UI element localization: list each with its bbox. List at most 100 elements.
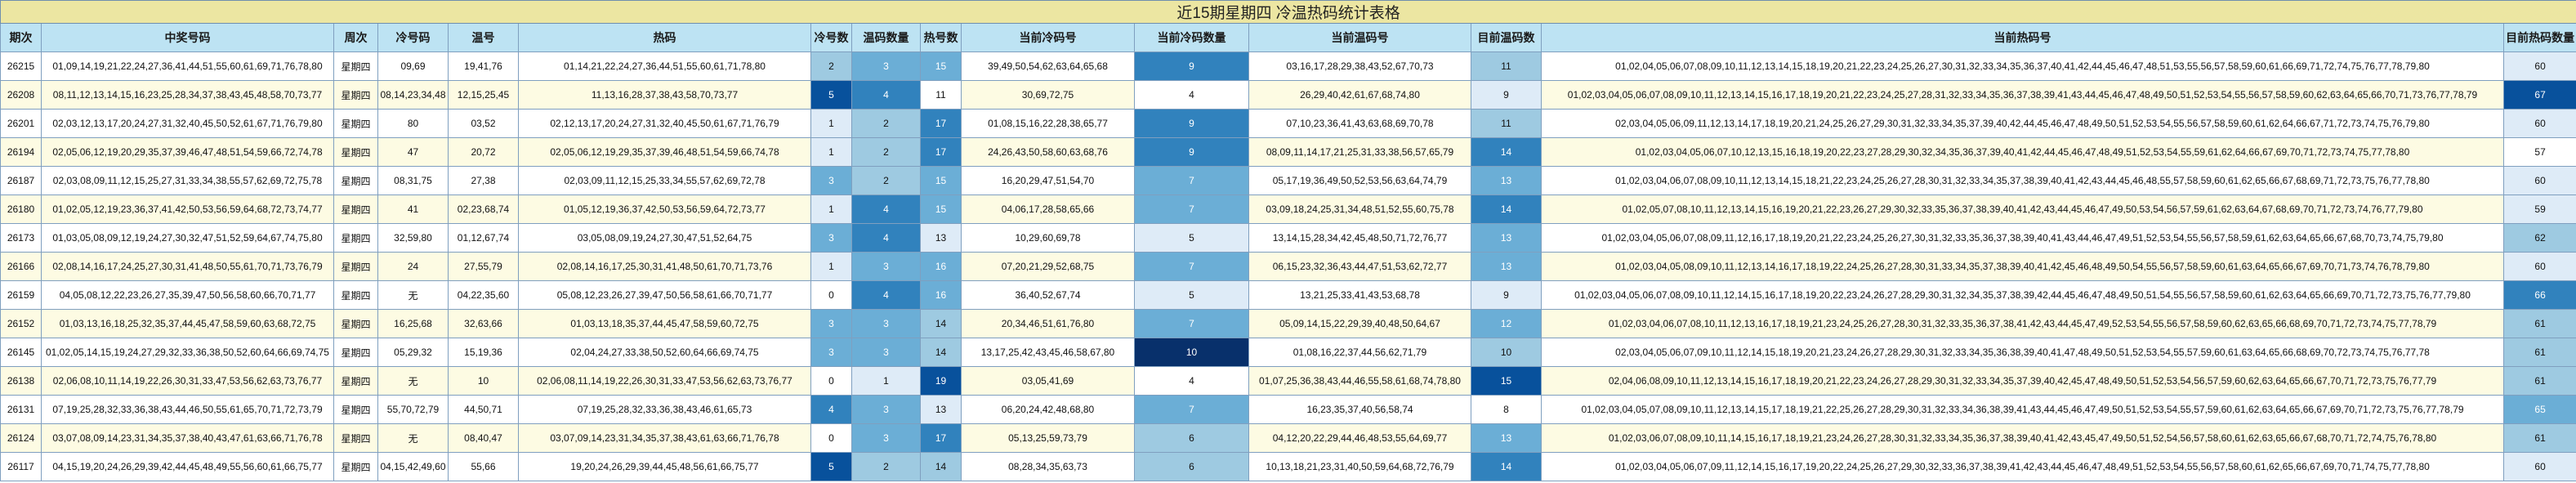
cold-count-cell: 0 <box>810 366 852 396</box>
table-row: 26159 04,05,08,12,22,23,26,27,35,39,47,50… <box>0 280 2576 310</box>
cold-count-cell: 4 <box>810 395 852 424</box>
weekday-cell: 星期四 <box>333 51 378 81</box>
table-row: 26117 04,15,19,20,24,26,29,39,42,44,45,48… <box>0 452 2576 481</box>
current-hot-count-cell: 60 <box>2502 166 2576 195</box>
table-row: 26215 01,09,14,19,21,22,24,27,36,41,44,51… <box>0 51 2576 81</box>
winning-numbers-cell: 04,05,08,12,22,23,26,27,35,39,47,50,56,5… <box>41 280 334 310</box>
hot-numbers-cell: 01,03,13,18,35,37,44,45,47,58,59,60,72,7… <box>518 309 811 338</box>
current-hot-numbers-cell: 01,02,03,04,06,07,08,10,11,12,13,16,17,1… <box>1541 309 2504 338</box>
column-header: 中奖号码 <box>41 23 334 52</box>
draw-number-cell: 26215 <box>0 51 42 81</box>
winning-numbers-cell: 02,06,08,10,11,14,19,22,26,30,31,33,47,5… <box>41 366 334 396</box>
warm-numbers-cell: 10 <box>448 366 519 396</box>
warm-count-cell: 3 <box>851 51 921 81</box>
current-warm-count-cell: 11 <box>1471 109 1542 138</box>
hot-numbers-cell: 03,07,09,14,23,31,34,35,37,38,43,61,63,6… <box>518 423 811 453</box>
table-row: 26194 02,05,06,12,19,20,29,35,37,39,46,47… <box>0 137 2576 167</box>
hot-numbers-cell: 07,19,25,28,32,33,36,38,43,46,61,65,73 <box>518 395 811 424</box>
cold-numbers-cell: 08,31,75 <box>377 166 449 195</box>
hot-numbers-cell: 11,13,16,28,37,38,43,58,70,73,77 <box>518 80 811 110</box>
winning-numbers-cell: 02,08,14,16,17,24,25,27,30,31,41,48,50,5… <box>41 252 334 281</box>
current-hot-count-cell: 57 <box>2502 137 2576 167</box>
current-warm-numbers-cell: 07,10,23,36,41,43,63,68,69,70,78 <box>1248 109 1471 138</box>
current-warm-numbers-cell: 01,07,25,36,38,43,44,46,55,58,61,68,74,7… <box>1248 366 1471 396</box>
current-cold-numbers-cell: 13,17,25,42,43,45,46,58,67,80 <box>961 338 1135 367</box>
column-header: 当前冷码数量 <box>1134 23 1249 52</box>
current-cold-count-cell: 7 <box>1134 309 1249 338</box>
hot-numbers-cell: 02,03,09,11,12,15,25,33,34,55,57,62,69,7… <box>518 166 811 195</box>
draw-number-cell: 26124 <box>0 423 42 453</box>
table-row: 26152 01,03,13,16,18,25,32,35,37,44,45,47… <box>0 309 2576 338</box>
table-row: 26145 01,02,05,14,15,19,24,27,29,32,33,36… <box>0 338 2576 367</box>
cold-numbers-cell: 32,59,80 <box>377 223 449 253</box>
cold-numbers-cell: 04,15,42,49,60 <box>377 452 449 481</box>
warm-count-cell: 2 <box>851 166 921 195</box>
hot-count-cell: 15 <box>920 51 962 81</box>
cold-numbers-cell: 无 <box>377 423 449 453</box>
winning-numbers-cell: 01,02,05,12,19,23,36,37,41,42,50,53,56,5… <box>41 195 334 224</box>
warm-numbers-cell: 15,19,36 <box>448 338 519 367</box>
current-cold-numbers-cell: 20,34,46,51,61,76,80 <box>961 309 1135 338</box>
current-cold-numbers-cell: 04,06,17,28,58,65,66 <box>961 195 1135 224</box>
weekday-cell: 星期四 <box>333 366 378 396</box>
current-warm-numbers-cell: 05,09,14,15,22,29,39,40,48,50,64,67 <box>1248 309 1471 338</box>
cold-numbers-cell: 16,25,68 <box>377 309 449 338</box>
column-header: 目前温码数 <box>1471 23 1542 52</box>
draw-number-cell: 26194 <box>0 137 42 167</box>
hot-numbers-cell: 03,05,08,09,19,24,27,30,47,51,52,64,75 <box>518 223 811 253</box>
winning-numbers-cell: 03,07,08,09,14,23,31,34,35,37,38,40,43,4… <box>41 423 334 453</box>
current-warm-numbers-cell: 06,15,23,32,36,43,44,47,51,53,62,72,77 <box>1248 252 1471 281</box>
draw-number-cell: 26117 <box>0 452 42 481</box>
hot-count-cell: 15 <box>920 166 962 195</box>
draw-number-cell: 26131 <box>0 395 42 424</box>
cold-count-cell: 5 <box>810 80 852 110</box>
current-cold-count-cell: 5 <box>1134 223 1249 253</box>
cold-count-cell: 3 <box>810 338 852 367</box>
warm-count-cell: 3 <box>851 252 921 281</box>
current-hot-count-cell: 60 <box>2502 51 2576 81</box>
cold-numbers-cell: 24 <box>377 252 449 281</box>
column-header: 周次 <box>333 23 378 52</box>
hot-count-cell: 14 <box>920 338 962 367</box>
table-title: 近15期星期四 冷温热码统计表格 <box>0 0 2576 24</box>
current-cold-count-cell: 4 <box>1134 80 1249 110</box>
column-header: 冷号码 <box>377 23 449 52</box>
warm-numbers-cell: 12,15,25,45 <box>448 80 519 110</box>
warm-count-cell: 1 <box>851 366 921 396</box>
current-cold-numbers-cell: 16,20,29,47,51,54,70 <box>961 166 1135 195</box>
current-cold-numbers-cell: 36,40,52,67,74 <box>961 280 1135 310</box>
current-hot-numbers-cell: 02,04,06,08,09,10,11,12,13,14,15,16,17,1… <box>1541 366 2504 396</box>
weekday-cell: 星期四 <box>333 452 378 481</box>
current-cold-count-cell: 7 <box>1134 395 1249 424</box>
weekday-cell: 星期四 <box>333 252 378 281</box>
weekday-cell: 星期四 <box>333 223 378 253</box>
hot-count-cell: 16 <box>920 280 962 310</box>
current-hot-numbers-cell: 01,02,04,05,06,07,08,09,10,11,12,13,14,1… <box>1541 51 2504 81</box>
current-cold-numbers-cell: 08,28,34,35,63,73 <box>961 452 1135 481</box>
current-cold-count-cell: 5 <box>1134 280 1249 310</box>
current-hot-numbers-cell: 01,02,03,04,05,06,07,10,12,13,15,16,18,1… <box>1541 137 2504 167</box>
cold-count-cell: 5 <box>810 452 852 481</box>
hot-numbers-cell: 02,04,24,27,33,38,50,52,60,64,66,69,74,7… <box>518 338 811 367</box>
warm-count-cell: 2 <box>851 109 921 138</box>
column-header: 当前温码号 <box>1248 23 1471 52</box>
current-cold-count-cell: 6 <box>1134 452 1249 481</box>
draw-number-cell: 26201 <box>0 109 42 138</box>
current-cold-numbers-cell: 01,08,15,16,22,28,38,65,77 <box>961 109 1135 138</box>
draw-number-cell: 26187 <box>0 166 42 195</box>
draw-number-cell: 26138 <box>0 366 42 396</box>
current-warm-count-cell: 14 <box>1471 137 1542 167</box>
current-warm-numbers-cell: 03,16,17,28,29,38,43,52,67,70,73 <box>1248 51 1471 81</box>
weekday-cell: 星期四 <box>333 80 378 110</box>
table-row: 26208 08,11,12,13,14,15,16,23,25,28,34,37… <box>0 80 2576 110</box>
current-hot-count-cell: 61 <box>2502 423 2576 453</box>
cold-count-cell: 2 <box>810 51 852 81</box>
current-hot-numbers-cell: 01,02,03,04,05,06,07,08,09,11,12,16,17,1… <box>1541 223 2504 253</box>
current-warm-count-cell: 13 <box>1471 166 1542 195</box>
hot-count-cell: 13 <box>920 395 962 424</box>
table-row: 26173 01,03,05,08,09,12,19,24,27,30,32,47… <box>0 223 2576 253</box>
hot-numbers-cell: 02,08,14,16,17,25,30,31,41,48,50,61,70,7… <box>518 252 811 281</box>
current-cold-count-cell: 9 <box>1134 51 1249 81</box>
cold-numbers-cell: 无 <box>377 366 449 396</box>
current-warm-count-cell: 13 <box>1471 252 1542 281</box>
